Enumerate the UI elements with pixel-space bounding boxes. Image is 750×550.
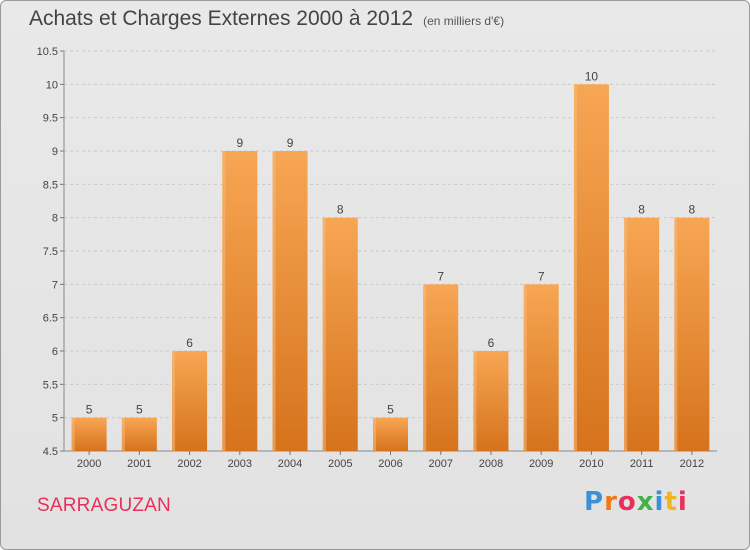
x-tick-label: 2009	[529, 458, 553, 470]
y-tick-label: 8	[52, 213, 58, 225]
x-tick-label: 2000	[77, 458, 101, 470]
bar	[624, 217, 660, 451]
y-tick-label: 7.5	[43, 246, 58, 258]
data-label: 9	[287, 136, 294, 150]
y-tick-label: 6	[52, 346, 58, 358]
y-tick-label: 10	[46, 79, 58, 91]
chart-title: Achats et Charges Externes 2000 à 2012 (e…	[29, 7, 504, 31]
bar-highlight	[423, 284, 427, 451]
logo-letter: r	[604, 487, 618, 517]
bar	[473, 351, 509, 451]
bar-highlight	[272, 151, 276, 451]
bar	[222, 151, 258, 451]
bar	[573, 84, 609, 451]
bar-highlight	[473, 351, 477, 451]
bar-highlight	[624, 217, 628, 451]
bar-highlight	[674, 217, 678, 451]
y-tick-label: 5.5	[43, 379, 58, 391]
data-label: 5	[387, 403, 394, 417]
proxiti-logo[interactable]: Proxiti	[584, 487, 688, 517]
bar	[71, 417, 107, 451]
x-tick-label: 2011	[630, 458, 654, 470]
y-tick-label: 8.5	[43, 179, 58, 191]
data-label: 6	[186, 336, 193, 350]
x-tick-label: 2010	[579, 458, 603, 470]
x-tick-label: 2005	[328, 458, 352, 470]
data-label: 7	[538, 269, 545, 283]
data-label: 8	[638, 203, 645, 217]
logo-letter: P	[584, 487, 605, 517]
x-tick-label: 2006	[378, 458, 402, 470]
bar	[674, 217, 710, 451]
bar-highlight	[121, 417, 125, 451]
chart-subtitle: (en milliers d'€)	[423, 14, 505, 28]
bar	[172, 351, 208, 451]
y-tick-label: 6.5	[43, 313, 58, 325]
logo-letter: i	[677, 487, 688, 517]
bar-highlight	[523, 284, 527, 451]
bar	[121, 417, 157, 451]
chart-title-text: Achats et Charges Externes 2000 à 2012	[29, 7, 414, 30]
bar-highlight	[573, 84, 577, 451]
location-label: SARRAGUZAN	[37, 495, 171, 516]
x-tick-label: 2012	[680, 458, 704, 470]
logo-letter: i	[654, 487, 665, 517]
data-label: 10	[585, 69, 599, 83]
y-tick-label: 10.5	[37, 46, 58, 58]
bar-highlight	[172, 351, 176, 451]
data-label: 6	[488, 336, 495, 350]
data-label: 9	[236, 136, 243, 150]
y-tick-label: 9	[52, 146, 58, 158]
y-tick-label: 7	[52, 279, 58, 291]
x-tick-label: 2004	[278, 458, 302, 470]
y-tick-label: 5	[52, 413, 58, 425]
bar	[272, 151, 308, 451]
bar-highlight	[373, 417, 376, 451]
y-tick-label: 9.5	[43, 113, 58, 125]
x-tick-label: 2002	[177, 458, 201, 470]
y-tick-label: 4.5	[43, 446, 58, 458]
x-tick-label: 2001	[127, 458, 151, 470]
bar-highlight	[222, 151, 226, 451]
data-label: 8	[689, 203, 696, 217]
bar	[373, 417, 408, 451]
logo-letter: x	[636, 487, 655, 517]
bar	[523, 284, 559, 451]
logo-letter: o	[617, 487, 637, 517]
data-label: 5	[86, 403, 93, 417]
bar-highlight	[71, 417, 75, 451]
data-label: 8	[337, 203, 344, 217]
x-tick-label: 2008	[479, 458, 503, 470]
x-tick-label: 2003	[228, 458, 252, 470]
bar	[423, 284, 459, 451]
bar	[322, 217, 358, 451]
logo-letter: t	[664, 487, 678, 517]
data-label: 7	[437, 269, 444, 283]
x-tick-label: 2007	[428, 458, 452, 470]
bar-highlight	[322, 217, 326, 451]
data-label: 5	[136, 403, 143, 417]
